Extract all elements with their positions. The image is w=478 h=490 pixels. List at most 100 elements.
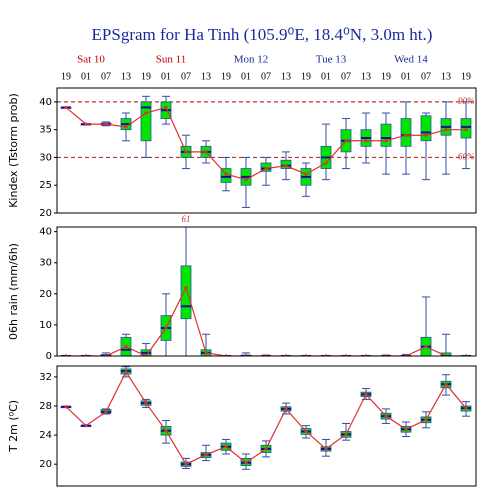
y-tick-label: 30 (39, 152, 52, 163)
control-point (124, 370, 128, 374)
control-point (244, 461, 248, 465)
panel-frame (56, 87, 477, 214)
day-label: Sat 10 (77, 54, 105, 66)
box (180, 265, 192, 320)
y-tick-label: 30 (39, 258, 52, 269)
control-point (224, 445, 228, 449)
x-tick-label: 01 (321, 71, 331, 82)
panel-frame (56, 226, 477, 357)
control-point (464, 406, 468, 410)
y-axis-label: 06h rain (mm/6h) (7, 243, 20, 340)
y-tick-label: 24 (39, 430, 52, 441)
x-tick-label: 13 (281, 71, 291, 82)
plot-area (60, 366, 472, 470)
panel-frame (56, 365, 477, 487)
control-point (464, 128, 468, 132)
control-point (184, 286, 188, 290)
y-tick-label: 20 (39, 289, 52, 300)
box (400, 118, 412, 147)
x-tick-label: 19 (301, 71, 311, 82)
y-tick-label: 0 (46, 351, 52, 362)
control-point (144, 111, 148, 115)
control-point (224, 172, 228, 176)
plot-area (57, 95, 476, 208)
day-label: Sun 11 (156, 54, 186, 66)
chart-title: EPSgram for Ha Tinh (105.9⁰E, 18.4⁰N, 3.… (92, 25, 433, 44)
control-point (444, 128, 448, 132)
y-tick-label: 20 (39, 208, 52, 219)
day-label: Mon 12 (234, 54, 269, 66)
control-point (124, 345, 128, 349)
reference-label: 90% (458, 96, 475, 106)
control-point (364, 392, 368, 396)
control-point (424, 418, 428, 422)
y-tick-label: 10 (39, 320, 52, 331)
x-tick-label: 07 (261, 71, 271, 82)
outlier-label: 61 (182, 214, 191, 224)
x-tick-label: 19 (221, 71, 231, 82)
x-tick-label: 19 (141, 71, 151, 82)
control-point (264, 447, 268, 451)
plot-area (60, 227, 472, 356)
control-point (104, 122, 108, 126)
control-point (84, 424, 88, 428)
x-tick-label: 19 (61, 71, 71, 82)
control-point (324, 447, 328, 451)
control-point (184, 462, 188, 466)
control-point (264, 166, 268, 171)
control-point (284, 164, 288, 168)
y-tick-label: 25 (39, 180, 52, 191)
x-tick-label: 19 (381, 71, 391, 82)
box (380, 123, 392, 147)
x-tick-label: 13 (121, 71, 131, 82)
x-tick-label: 07 (341, 71, 351, 82)
control-point (304, 429, 308, 434)
control-point (384, 414, 388, 418)
control-point (124, 125, 128, 129)
x-tick-label: 01 (241, 71, 251, 82)
control-point (404, 133, 408, 137)
control-point (204, 351, 208, 355)
x-tick-label: 19 (461, 71, 471, 82)
x-tick-label: 13 (441, 71, 451, 82)
y-tick-label: 32 (39, 372, 52, 383)
control-point (164, 105, 168, 110)
control-point (424, 133, 428, 137)
control-point (364, 139, 368, 143)
x-tick-label: 13 (361, 71, 371, 82)
day-label: Tue 13 (316, 54, 347, 66)
y-tick-label: 40 (39, 227, 52, 238)
control-point (64, 105, 68, 110)
y-tick-label: 20 (39, 459, 52, 470)
control-point (284, 407, 288, 411)
y-axis-label: T 2m (⁰C) (7, 400, 20, 453)
y-tick-label: 40 (39, 97, 52, 108)
control-point (344, 432, 348, 436)
control-point (164, 429, 168, 433)
x-tick-label: 01 (161, 71, 171, 82)
day-label: Wed 14 (394, 54, 428, 66)
y-tick-label: 28 (39, 401, 52, 412)
x-tick-label: 07 (181, 71, 191, 82)
control-point (64, 405, 68, 409)
x-tick-label: 01 (401, 71, 411, 82)
control-point (384, 139, 388, 143)
reference-label: 60% (458, 152, 475, 162)
y-tick-label: 35 (39, 125, 52, 136)
control-point (104, 410, 108, 414)
x-tick-label: 07 (421, 71, 431, 82)
box (140, 101, 152, 142)
x-tick-label: 13 (201, 71, 211, 82)
control-point (204, 453, 208, 457)
control-point (424, 345, 428, 349)
x-tick-label: 07 (101, 71, 111, 82)
control-point (344, 139, 348, 143)
box (420, 115, 432, 142)
y-axis-label: Kindex (Tstorm prob) (7, 93, 20, 208)
control-point (184, 150, 188, 154)
control-point (444, 382, 448, 386)
control-point (164, 326, 168, 330)
x-tick-label: 01 (81, 71, 91, 82)
control-point (404, 427, 408, 431)
